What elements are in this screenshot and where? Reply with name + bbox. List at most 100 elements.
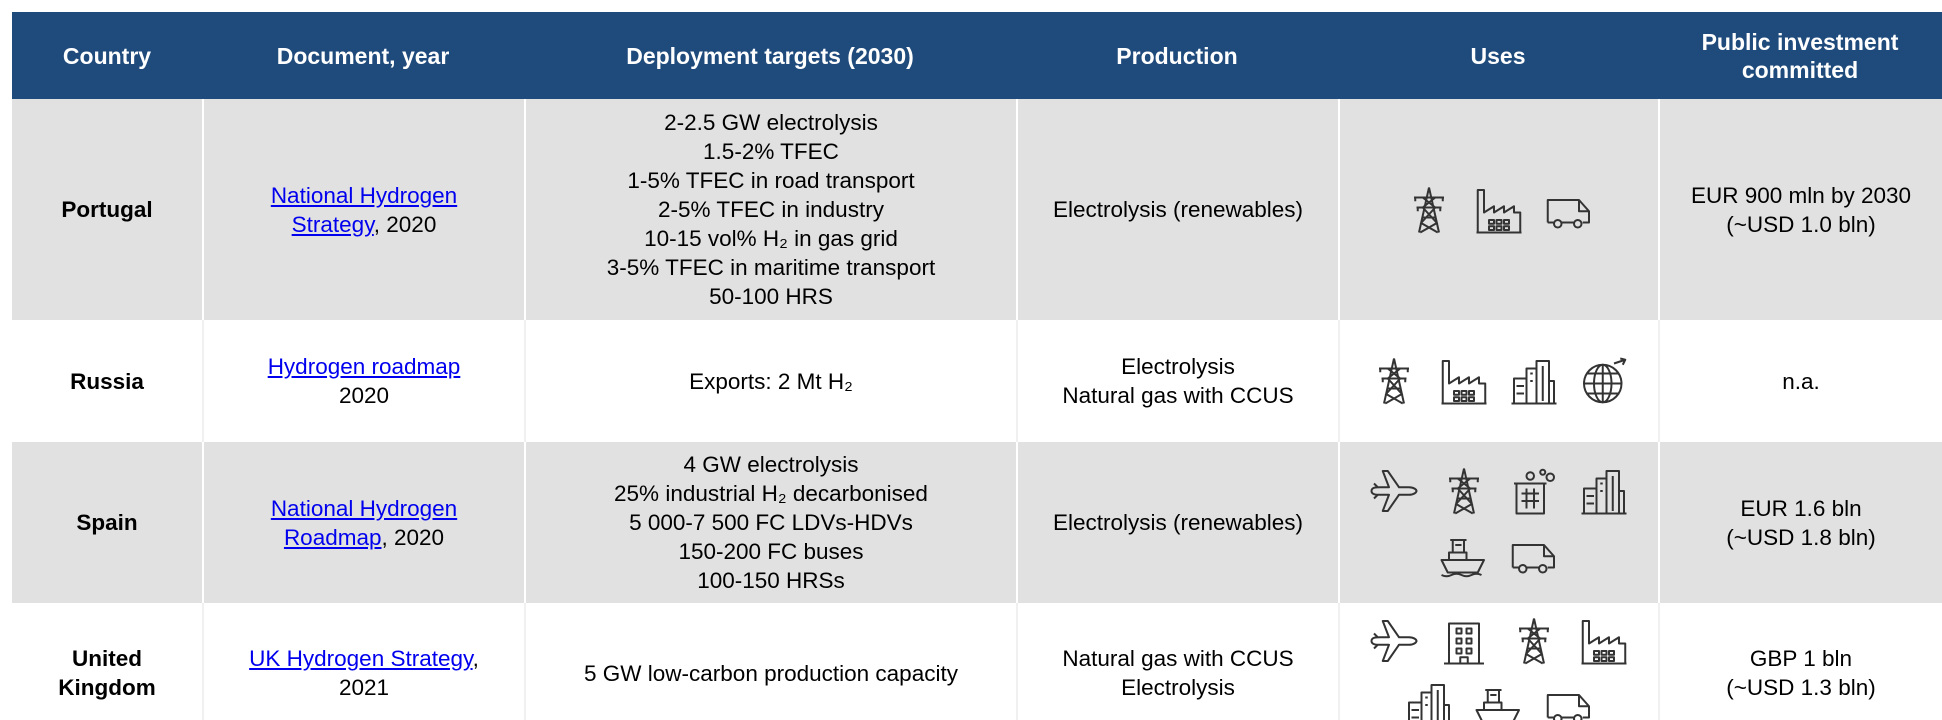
target-line: Exports: 2 Mt H₂ (689, 368, 853, 394)
document: Hydrogen roadmap 2020 (204, 352, 524, 410)
target-line: 5 GW low-carbon production capacity (584, 660, 958, 686)
header-cell: Uses (1470, 42, 1526, 69)
investment-line: EUR 900 mln by 2030 (1690, 182, 1912, 208)
target-line: 150-200 FC buses (678, 539, 864, 564)
header-cell: Document, year (276, 42, 450, 69)
target-line: 1.5-2% TFEC (703, 139, 839, 164)
country-name: Spain (76, 510, 138, 535)
targets-cell: 5 GW low-carbon production capacity (524, 603, 1016, 720)
document-year: , 2021 (338, 646, 479, 700)
document-year: , 2020 (381, 524, 445, 550)
document-link[interactable]: National Hydrogen Roadmap (270, 495, 458, 550)
use-icon (1544, 185, 1594, 235)
uses-icons (1340, 616, 1658, 720)
country-cell: United Kingdom (12, 603, 202, 720)
investment-cell: n.a. (1658, 320, 1942, 442)
document-cell: National Hydrogen Roadmap, 2020 (202, 442, 524, 603)
country-cell: Spain (12, 442, 202, 603)
production-line: Natural gas with CCUS (1062, 383, 1294, 408)
uses-cell (1338, 99, 1658, 320)
use-icon (1579, 466, 1629, 516)
document-year: 2020 (338, 383, 390, 408)
uses-cell (1338, 442, 1658, 603)
targets-cell: Exports: 2 Mt H₂ (524, 320, 1016, 442)
use-icon (1369, 356, 1419, 406)
country-name: Portugal (61, 197, 153, 222)
target-line: 10-15 vol% H₂ in gas grid (644, 226, 898, 251)
investment-line: (~USD 1.0 bln) (1726, 211, 1876, 237)
use-icon (1439, 466, 1489, 516)
use-icon (1474, 680, 1524, 720)
document-link[interactable]: UK Hydrogen Strategy (249, 646, 473, 671)
header-cell: Public investment committed (1701, 28, 1899, 83)
use-icon (1439, 616, 1489, 666)
table: Country Document, year Deployment target… (12, 12, 1942, 720)
document-cell: Hydrogen roadmap 2020 (202, 320, 524, 442)
investment-cell: EUR 900 mln by 2030 (~USD 1.0 bln) (1658, 99, 1942, 320)
use-icon (1404, 680, 1454, 720)
production-line: Electrolysis (1121, 675, 1235, 700)
table-row: Russia Hydrogen roadmap 2020 Exports: 2 Mt… (12, 320, 1942, 442)
document-year: , 2020 (373, 211, 437, 237)
production-cell: Electrolysis Natural gas with CCUS (1016, 320, 1338, 442)
investment-cell: GBP 1 bln (~USD 1.3 bln) (1658, 603, 1942, 720)
uses-icons (1340, 466, 1658, 580)
uses-cell (1338, 320, 1658, 442)
use-icon (1474, 185, 1524, 235)
target-line: 25% industrial H₂ decarbonised (614, 481, 928, 506)
document: UK Hydrogen Strategy, 2021 (204, 644, 524, 702)
production-line: Electrolysis (1121, 354, 1235, 379)
target-line: 100-150 HRSs (697, 568, 845, 593)
targets-cell: 4 GW electrolysis 25% industrial H₂ decar… (524, 442, 1016, 603)
use-icon (1544, 680, 1594, 720)
production-line: Natural gas with CCUS (1062, 646, 1294, 671)
document: National Hydrogen Roadmap, 2020 (204, 494, 524, 552)
use-icon (1369, 616, 1419, 666)
target-line: 4 GW electrolysis (683, 452, 859, 477)
document-link[interactable]: National Hydrogen Strategy (270, 182, 458, 237)
table-row: Spain National Hydrogen Roadmap, 2020 4 GW… (12, 442, 1942, 603)
table-row: United Kingdom UK Hydrogen Strategy, 2021… (12, 603, 1942, 720)
targets-cell: 2-2.5 GW electrolysis 1.5-2% TFEC 1-5% TFE… (524, 99, 1016, 320)
production-cell: Electrolysis (renewables) (1016, 99, 1338, 320)
uses-cell (1338, 603, 1658, 720)
document-cell: UK Hydrogen Strategy, 2021 (202, 603, 524, 720)
use-icon (1509, 356, 1559, 406)
document-cell: National Hydrogen Strategy, 2020 (202, 99, 524, 320)
use-icon (1509, 466, 1559, 516)
investment-line: (~USD 1.3 bln) (1726, 675, 1876, 700)
use-icon (1404, 185, 1454, 235)
country-name: Russia (70, 368, 144, 394)
investment-cell: EUR 1.6 bln (~USD 1.8 bln) (1658, 442, 1942, 603)
target-line: 3-5% TFEC in maritime transport (606, 255, 936, 280)
target-line: 50-100 HRS (709, 284, 833, 309)
uses-icons (1349, 356, 1649, 406)
production-cell: Electrolysis (renewables) (1016, 442, 1338, 603)
use-icon (1509, 530, 1559, 580)
production-line: Electrolysis (renewables) (1052, 197, 1304, 222)
use-icon (1439, 356, 1489, 406)
table-row: Portugal National Hydrogen Strategy, 2020… (12, 99, 1942, 320)
use-icon (1509, 616, 1559, 666)
production-cell: Natural gas with CCUS Electrolysis (1016, 603, 1338, 720)
production-line: Electrolysis (renewables) (1052, 510, 1304, 535)
country-cell: Portugal (12, 99, 202, 320)
header-cell: Production (1116, 42, 1238, 69)
investment-line: GBP 1 bln (1749, 646, 1853, 671)
document-link[interactable]: Hydrogen roadmap (267, 354, 461, 379)
use-icon (1369, 466, 1419, 516)
document: National Hydrogen Strategy, 2020 (204, 181, 524, 239)
country-cell: Russia (12, 320, 202, 442)
target-line: 5 000-7 500 FC LDVs-HDVs (629, 510, 913, 535)
use-icon (1579, 356, 1629, 406)
investment-line: n.a. (1782, 368, 1820, 394)
country-name: United Kingdom (58, 646, 156, 700)
header-row: Country Document, year Deployment target… (12, 12, 1942, 99)
target-line: 1-5% TFEC in road transport (627, 168, 915, 193)
target-line: 2-2.5 GW electrolysis (664, 110, 878, 135)
target-line: 2-5% TFEC in industry (658, 197, 884, 222)
use-icon (1439, 530, 1489, 580)
table-body: Portugal National Hydrogen Strategy, 2020… (12, 99, 1942, 720)
uses-icons (1384, 185, 1614, 235)
